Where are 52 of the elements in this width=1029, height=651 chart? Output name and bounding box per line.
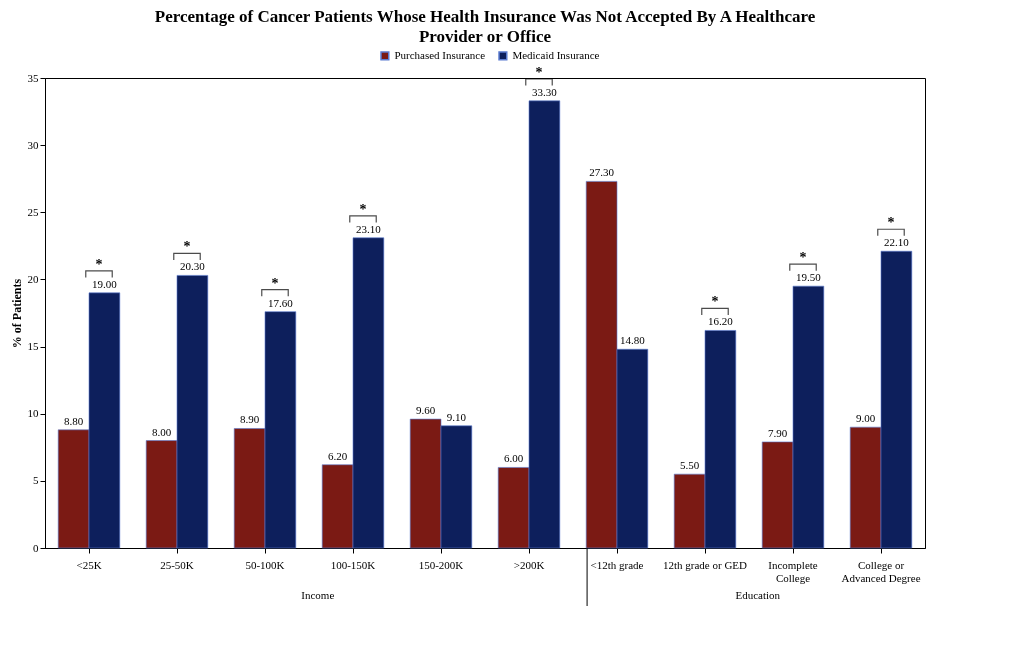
x-tick-label: Incomplete College: [768, 558, 818, 584]
data-label: 33.30: [532, 85, 558, 98]
data-label: 19.00: [92, 277, 118, 290]
y-axis-title: % of Patients: [9, 278, 24, 349]
y-tick-label: 5: [33, 474, 39, 487]
annotation: *: [95, 256, 103, 272]
x-tick-label: >200K: [513, 558, 545, 571]
data-label: 8.90: [239, 413, 260, 426]
text: Income: [301, 589, 335, 601]
data-label: 6.20: [327, 449, 348, 462]
y-tick-label: 25: [27, 205, 39, 218]
text: Education: [735, 589, 781, 601]
x-tick-label: 100-150K: [330, 558, 376, 571]
data-label: 9.00: [855, 412, 876, 425]
data-label: 5.50: [679, 459, 700, 472]
y-tick-label: 0: [33, 541, 39, 554]
legend-label: Purchased Insurance: [394, 48, 486, 61]
annotation: *: [711, 294, 719, 310]
y-tick-label: 15: [27, 340, 39, 353]
data-label: 22.10: [884, 236, 910, 249]
data-label: 7.90: [767, 426, 788, 439]
y-tick-label: 10: [27, 407, 39, 420]
annotation: *: [799, 250, 807, 266]
data-label: 6.00: [503, 452, 524, 465]
data-label: 27.30: [589, 166, 615, 179]
data-label: 8.00: [151, 425, 172, 438]
data-label: 9.60: [415, 404, 436, 417]
y-tick-label: 35: [27, 71, 39, 84]
annotation: *: [271, 275, 279, 291]
data-label: 16.20: [708, 315, 734, 328]
x-tick-label: <12th grade: [590, 558, 644, 571]
data-label: 14.80: [620, 334, 646, 347]
x-tick-label: 50-100K: [245, 558, 285, 571]
x-tick-label: College or Advanced Degree: [841, 558, 921, 584]
data-label: 8.80: [63, 414, 84, 427]
annotation: *: [887, 215, 895, 231]
chart-title: Percentage of Cancer Patients Whose Health Insurance Was Not Accepted By A Healthcare Provider or Office: [154, 7, 816, 46]
data-label: 23.10: [356, 222, 382, 235]
data-label: 9.10: [446, 410, 467, 423]
y-tick-label: 20: [27, 272, 39, 285]
annotation: *: [359, 201, 367, 217]
data-label: 19.50: [796, 271, 822, 284]
legend-label: Medicaid Insurance: [512, 48, 600, 61]
data-label: 17.60: [268, 296, 294, 309]
data-label: 20.30: [180, 260, 206, 273]
x-tick-label: 25-50K: [160, 558, 194, 571]
x-tick-label: 12th grade or GED: [662, 558, 748, 571]
x-tick-label: <25K: [76, 558, 102, 571]
y-tick-label: 30: [27, 138, 39, 151]
x-tick-label: 150-200K: [418, 558, 464, 571]
annotation: *: [535, 64, 543, 80]
annotation: *: [183, 239, 191, 255]
